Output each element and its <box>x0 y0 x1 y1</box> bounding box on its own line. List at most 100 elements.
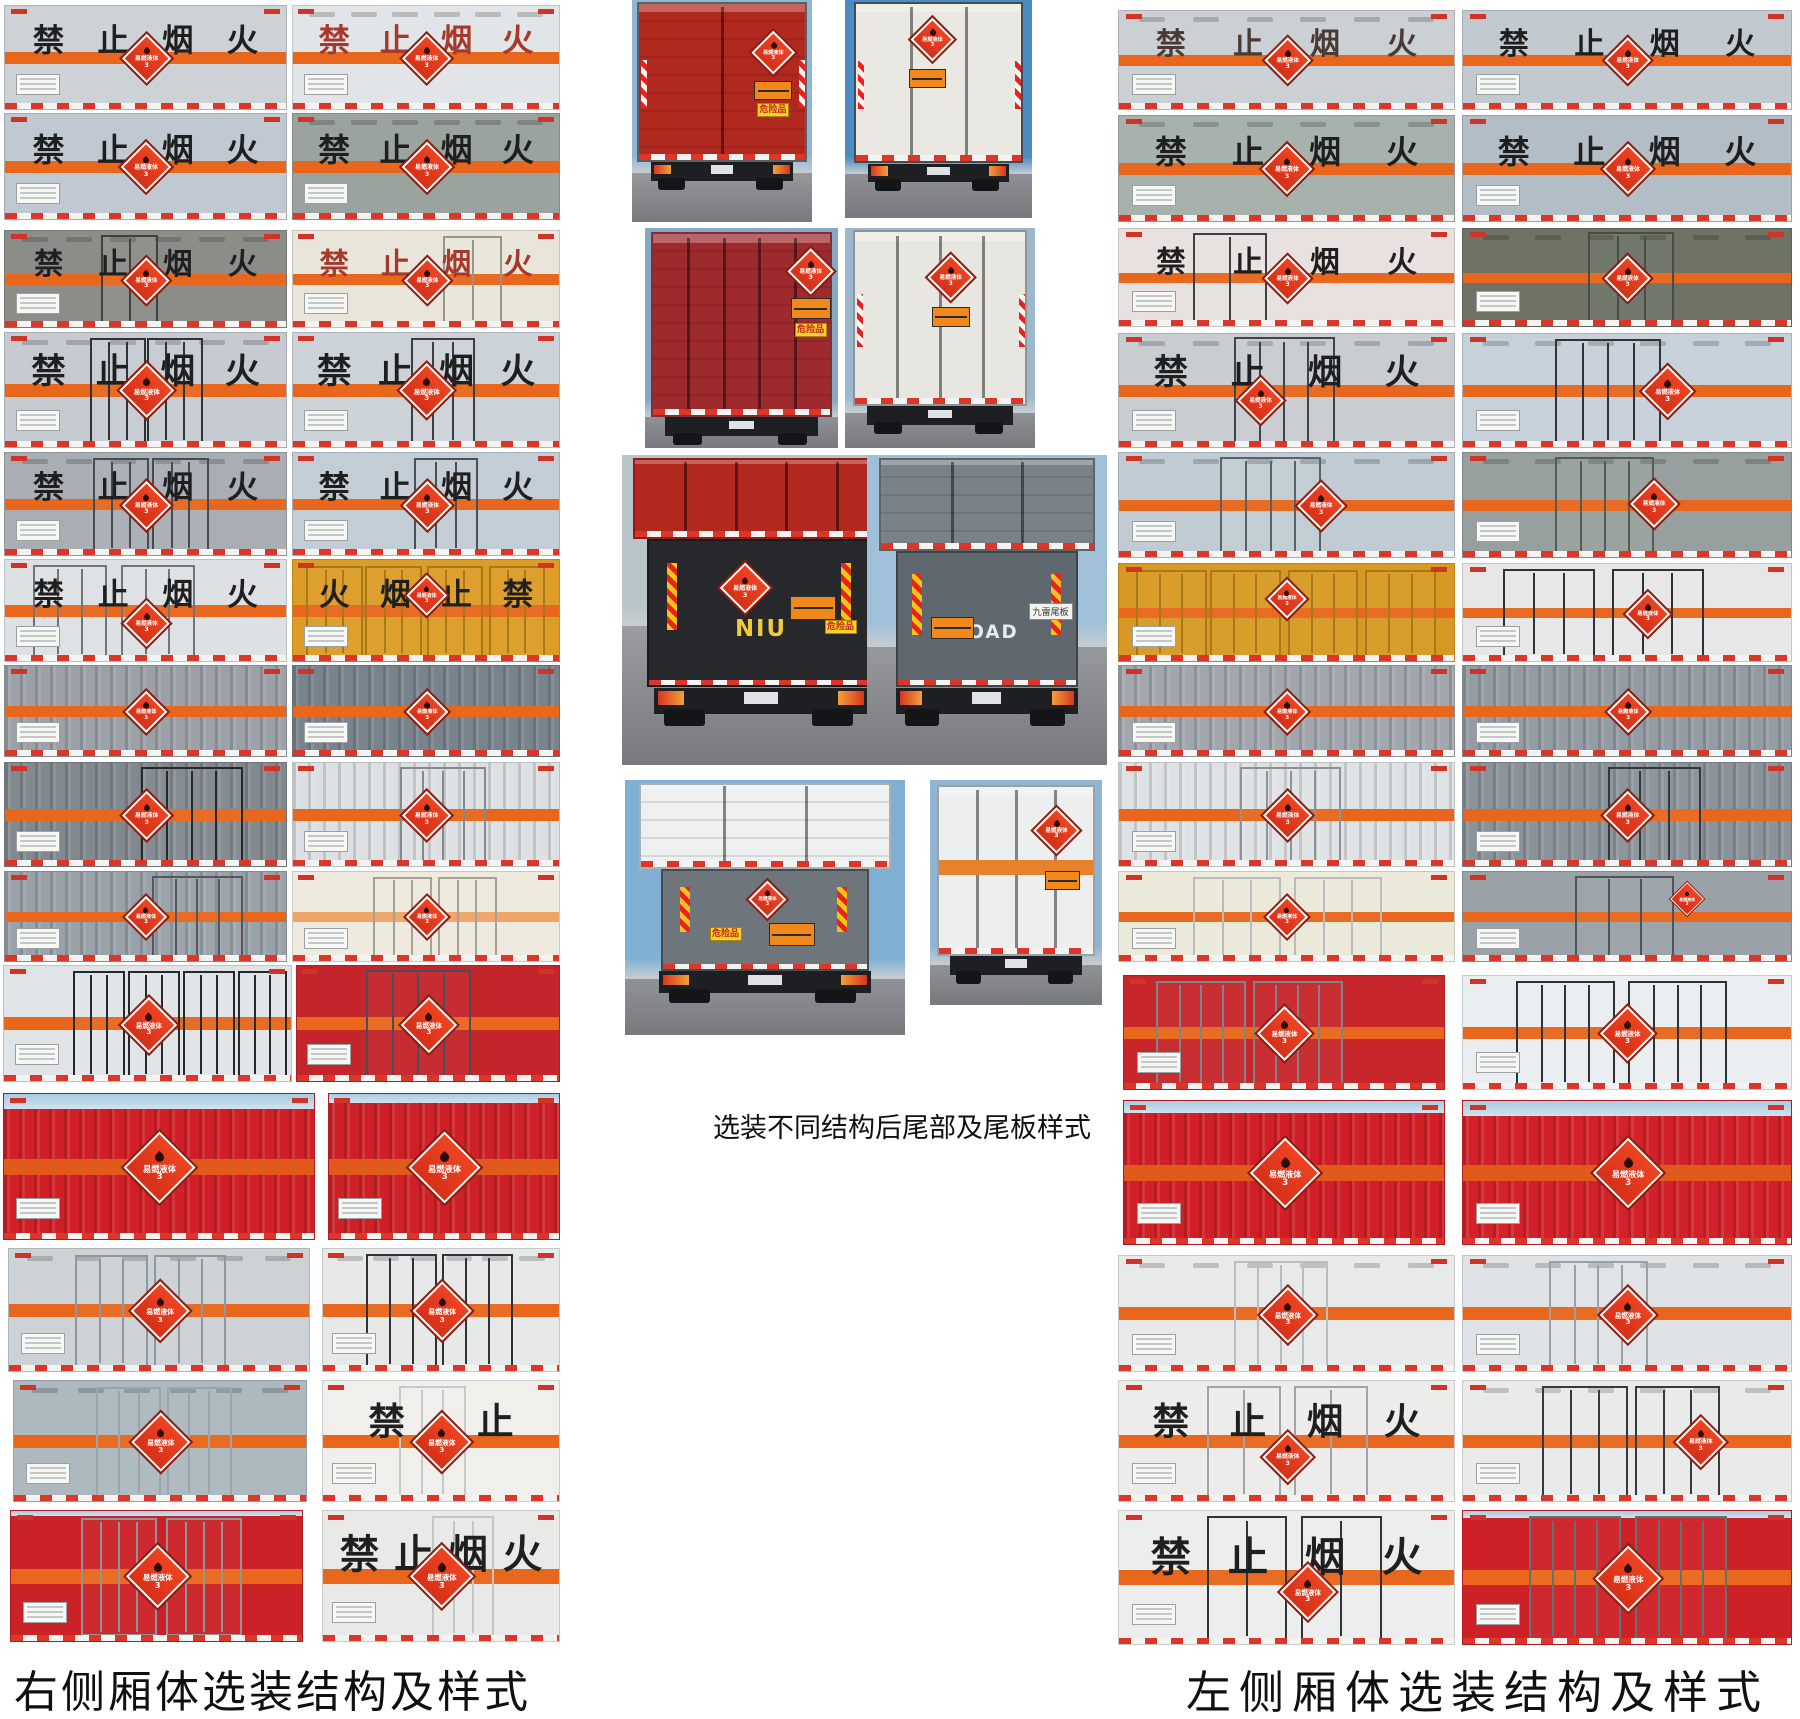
flame-icon <box>1302 1579 1313 1590</box>
panel-text: 禁止烟火 <box>16 470 275 507</box>
door-lock-rod <box>1221 984 1224 1083</box>
placard-content: 易燃液体 3 <box>934 261 967 294</box>
info-plate-line <box>20 301 57 304</box>
info-plate <box>1476 927 1521 949</box>
reflective-strip <box>293 549 559 555</box>
info-plate-line <box>20 936 57 939</box>
side-panel-photo: 禁止烟火易燃液体 3 <box>292 5 560 110</box>
placard-content: 易燃液体 3 <box>754 886 781 913</box>
orange-hazard-plate <box>768 922 815 947</box>
door-lock-rod <box>200 1259 203 1363</box>
reflective-strip <box>293 655 559 661</box>
info-plate <box>1476 410 1521 432</box>
panel-text-char: 止 <box>1227 1532 1269 1581</box>
placard-class-number: 3 <box>930 42 934 49</box>
rear-view-photo: 易燃液体 3 危险品 <box>632 0 812 222</box>
reflective-strip <box>293 860 559 866</box>
panel-text: 禁止烟火 <box>1132 245 1440 281</box>
placard-class-number: 3 <box>1305 1595 1311 1604</box>
placard-class-number: 3 <box>1625 172 1631 181</box>
vent-slot <box>1640 340 1667 346</box>
info-plate <box>16 519 61 541</box>
placard-class-number: 3 <box>144 507 149 515</box>
side-panel-photo: 禁止烟火易燃液体 3 <box>1118 1510 1455 1645</box>
info-plate-line <box>1480 295 1517 298</box>
info-plate-line <box>1136 1618 1173 1621</box>
placard-class-number: 3 <box>948 280 953 288</box>
info-plate <box>1136 1052 1181 1074</box>
door-frame <box>1365 569 1436 658</box>
panel-text-char: 止 <box>476 1400 514 1444</box>
box-lock-rod <box>950 461 954 548</box>
plate-divider <box>934 315 967 318</box>
door-lock-rod <box>80 568 83 655</box>
placard-content: 易燃液体 3 <box>409 41 444 76</box>
flammable-diamond-placard: 易燃液体 3 <box>716 559 774 617</box>
flame-icon <box>1621 1157 1635 1170</box>
left-tail-light <box>653 164 671 175</box>
flame-icon <box>1283 1445 1292 1454</box>
box-rib-lines <box>881 460 1093 550</box>
info-plate-line <box>1480 1216 1517 1219</box>
orange-hazard-plate <box>790 297 831 319</box>
truck-box-body <box>879 458 1095 552</box>
vent-slot <box>1587 234 1614 240</box>
corner-mark-right <box>287 1252 303 1258</box>
info-plate-line <box>1480 1477 1517 1480</box>
info-plate-line <box>20 931 57 934</box>
sky-strip <box>4 1094 314 1109</box>
info-plate-line <box>1480 1608 1517 1611</box>
info-plate-line <box>20 726 57 729</box>
side-panel-photo: 禁止烟火易燃液体 3 <box>1118 115 1455 222</box>
info-plate <box>16 722 61 744</box>
info-plate-line <box>20 941 57 944</box>
vent-slot <box>392 12 419 18</box>
reflective-strip <box>635 530 887 537</box>
door-lock-rod <box>1333 573 1335 654</box>
corner-mark-right <box>269 969 286 975</box>
flame-icon <box>1662 379 1673 389</box>
vent-slot <box>1407 1263 1434 1269</box>
info-plate-line <box>1480 419 1517 422</box>
info-plate-line <box>1480 839 1517 842</box>
vent-slot <box>1745 459 1772 465</box>
corner-mark-right <box>1768 668 1785 674</box>
license-plate-area <box>748 975 782 986</box>
corner-mark-left <box>1469 1514 1486 1520</box>
placard-content: 易燃液体 3 <box>1260 1148 1310 1198</box>
corner-mark-left <box>327 1514 344 1520</box>
info-plate-line <box>29 1467 66 1470</box>
flame-icon <box>422 269 432 278</box>
panel-text-char: 止 <box>97 576 129 613</box>
plate-divider <box>793 307 828 310</box>
placard-content: 易燃液体 3 <box>1611 262 1644 295</box>
placard-class-number: 3 <box>1665 394 1670 403</box>
info-plate-line <box>307 731 344 734</box>
corner-mark-right <box>1768 874 1785 880</box>
placard-content: 易燃液体 3 <box>410 488 445 523</box>
vent-slot <box>1535 234 1562 240</box>
door-lock-rod <box>1679 1520 1682 1637</box>
reflective-strip <box>1119 103 1454 109</box>
box-top-rail <box>652 234 831 244</box>
side-panel-photo: 禁止烟火易燃液体 3 <box>1118 333 1455 448</box>
side-panel-photo: 禁止烟火易燃液体 3 <box>4 559 287 662</box>
box-lock-rod <box>964 7 968 159</box>
vent-slot <box>392 120 419 126</box>
vent-slot <box>154 459 181 465</box>
side-panel-photo: 禁止烟火易燃液体 3 <box>4 332 287 448</box>
info-plate-line <box>1140 1061 1177 1064</box>
left-tail-light <box>663 974 689 986</box>
info-plate-line <box>29 1472 66 1475</box>
door-lock-rod <box>200 974 203 1075</box>
rear-view-photo: LOAD 九雷尾板 <box>867 455 1107 765</box>
corner-mark-left <box>1469 566 1486 572</box>
info-plate-line <box>1480 1066 1517 1069</box>
door-lock-rod <box>1249 880 1252 955</box>
vent-slot <box>1692 1263 1719 1269</box>
placard-class-number: 3 <box>441 1171 449 1182</box>
side-panel-photo: 易燃液体 3 <box>292 871 560 962</box>
left-wheel <box>657 177 685 190</box>
placard-class-number: 3 <box>426 1027 432 1036</box>
info-plate-line <box>20 634 57 637</box>
